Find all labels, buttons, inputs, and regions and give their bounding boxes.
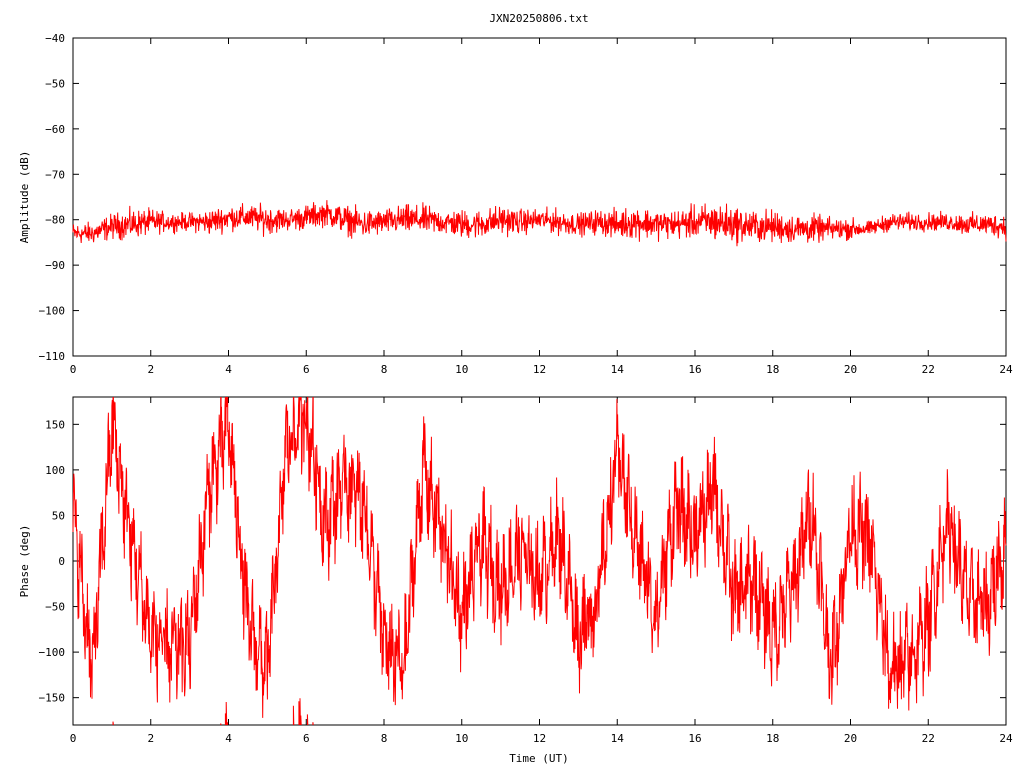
amplitude-series-line (72, 200, 1007, 247)
amplitude-plot-frame (72, 37, 1007, 357)
phase-y-tick-label: −50 (45, 601, 65, 614)
phase-x-tick-label: 2 (147, 732, 154, 745)
amplitude-x-tick-label: 8 (381, 363, 388, 376)
phase-y-tick-label: 100 (45, 464, 65, 477)
amplitude-y-tick-label: −50 (45, 77, 65, 90)
phase-y-tick-label: −150 (39, 692, 66, 705)
phase-x-tick-label: 24 (999, 732, 1013, 745)
amplitude-x-tick-label: 16 (688, 363, 701, 376)
amplitude-x-tick-label: 24 (999, 363, 1013, 376)
amplitude-panel: 0 2 4 6 8 10 12 14 16 18 20 22 24−110−100−90−80−70−6… (18, 32, 1013, 376)
amplitude-y-tick-label: −70 (45, 168, 65, 181)
amplitude-x-tick-label: 10 (455, 363, 468, 376)
amplitude-y-tick-label: −110 (39, 350, 66, 363)
phase-y-tick-label: 150 (45, 418, 65, 431)
phase-panel: 0 2 4 6 8 10 12 14 16 18 20 22 24−150−100−5005010015… (18, 396, 1013, 765)
amplitude-x-tick-label: 20 (844, 363, 857, 376)
amplitude-x-tick-label: 14 (611, 363, 625, 376)
chart-title: JXN20250806.txt (489, 12, 588, 25)
amplitude-x-tick-label: 18 (766, 363, 779, 376)
amplitude-y-axis-label: Amplitude (dB) (18, 151, 31, 244)
phase-x-tick-label: 6 (303, 732, 310, 745)
amplitude-x-tick-label: 12 (533, 363, 546, 376)
phase-x-tick-label: 8 (381, 732, 388, 745)
amplitude-x-tick-label: 6 (303, 363, 310, 376)
amplitude-x-tick-label: 2 (147, 363, 154, 376)
phase-y-axis-label: Phase (deg) (18, 525, 31, 598)
amplitude-y-tick-label: −40 (45, 32, 65, 45)
phase-series-line (72, 396, 1007, 726)
phase-x-tick-label: 4 (225, 732, 232, 745)
amplitude-x-tick-label: 0 (70, 363, 77, 376)
phase-x-tick-label: 18 (766, 732, 779, 745)
phase-x-tick-label: 12 (533, 732, 546, 745)
amplitude-y-tick-label: −80 (45, 214, 65, 227)
phase-x-tick-label: 20 (844, 732, 857, 745)
phase-x-tick-label: 14 (611, 732, 625, 745)
phase-x-tick-label: 16 (688, 732, 701, 745)
phase-y-tick-label: 0 (58, 555, 65, 568)
amplitude-y-tick-label: −100 (39, 305, 66, 318)
phase-y-tick-label: 50 (52, 509, 65, 522)
phase-x-tick-label: 0 (70, 732, 77, 745)
amplitude-x-tick-label: 4 (225, 363, 232, 376)
amplitude-y-tick-label: −60 (45, 123, 65, 136)
amplitude-x-tick-label: 22 (922, 363, 935, 376)
x-axis-label: Time (UT) (509, 752, 569, 765)
phase-x-tick-label: 22 (922, 732, 935, 745)
phase-y-tick-label: −100 (39, 646, 66, 659)
amplitude-y-tick-label: −90 (45, 259, 65, 272)
phase-x-tick-label: 10 (455, 732, 468, 745)
